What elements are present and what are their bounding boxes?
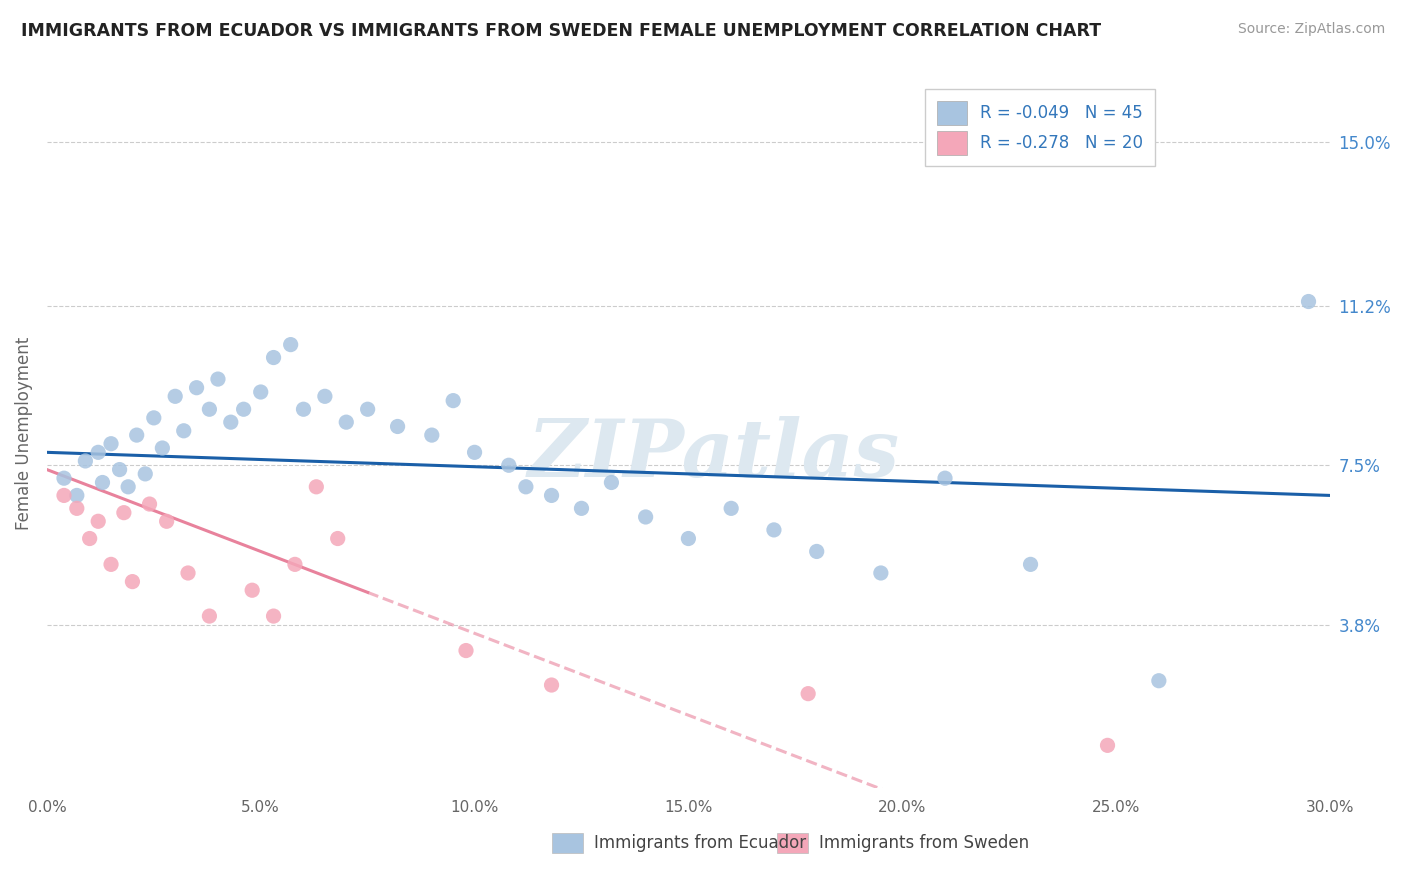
Point	[100, 558, 122, 572]
Point	[198, 402, 221, 417]
Point	[173, 424, 195, 438]
Point	[797, 687, 820, 701]
Legend: R = -0.049   N = 45, R = -0.278   N = 20: R = -0.049 N = 45, R = -0.278 N = 20	[925, 89, 1154, 167]
Point	[100, 436, 122, 450]
Point	[75, 454, 97, 468]
Point	[305, 480, 328, 494]
Point	[142, 410, 165, 425]
Text: Immigrants from Ecuador: Immigrants from Ecuador	[593, 834, 806, 852]
Point	[198, 609, 221, 624]
Point	[125, 428, 148, 442]
Point	[117, 480, 139, 494]
Point	[53, 471, 76, 485]
Point	[600, 475, 623, 490]
Point	[335, 415, 357, 429]
Point	[87, 445, 110, 459]
Point	[420, 428, 443, 442]
Point	[165, 389, 187, 403]
Text: Immigrants from Sweden: Immigrants from Sweden	[818, 834, 1029, 852]
Point	[156, 514, 179, 528]
Point	[263, 351, 285, 365]
Point	[284, 558, 307, 572]
Point	[108, 462, 131, 476]
Point	[869, 566, 891, 580]
Point	[326, 532, 349, 546]
Text: Source: ZipAtlas.com: Source: ZipAtlas.com	[1237, 22, 1385, 37]
Point	[1097, 739, 1119, 753]
Point	[177, 566, 200, 580]
Point	[232, 402, 254, 417]
Point	[263, 609, 285, 624]
Point	[441, 393, 464, 408]
Point	[66, 488, 89, 502]
Point	[91, 475, 114, 490]
Point	[464, 445, 486, 459]
Point	[134, 467, 156, 481]
Point	[121, 574, 143, 589]
Point	[387, 419, 409, 434]
Point	[186, 381, 208, 395]
Point	[240, 583, 263, 598]
Point	[53, 488, 76, 502]
Point	[207, 372, 229, 386]
Point	[292, 402, 315, 417]
Point	[1019, 558, 1042, 572]
Point	[934, 471, 956, 485]
Point	[498, 458, 520, 473]
Point	[112, 506, 135, 520]
Point	[515, 480, 537, 494]
Point	[678, 532, 700, 546]
Point	[249, 384, 271, 399]
Text: ZIPatlas: ZIPatlas	[529, 416, 900, 493]
Point	[280, 337, 302, 351]
Point	[1147, 673, 1170, 688]
Point	[66, 501, 89, 516]
Y-axis label: Female Unemployment: Female Unemployment	[15, 336, 32, 530]
Point	[634, 510, 657, 524]
Point	[138, 497, 160, 511]
Point	[571, 501, 593, 516]
Point	[806, 544, 828, 558]
Point	[454, 643, 477, 657]
Point	[762, 523, 785, 537]
Point	[150, 441, 173, 455]
Point	[79, 532, 101, 546]
Point	[356, 402, 378, 417]
Text: IMMIGRANTS FROM ECUADOR VS IMMIGRANTS FROM SWEDEN FEMALE UNEMPLOYMENT CORRELATIO: IMMIGRANTS FROM ECUADOR VS IMMIGRANTS FR…	[21, 22, 1101, 40]
Point	[219, 415, 242, 429]
Point	[87, 514, 110, 528]
Point	[314, 389, 336, 403]
Point	[720, 501, 742, 516]
Point	[1298, 294, 1320, 309]
Point	[540, 678, 562, 692]
Point	[540, 488, 562, 502]
